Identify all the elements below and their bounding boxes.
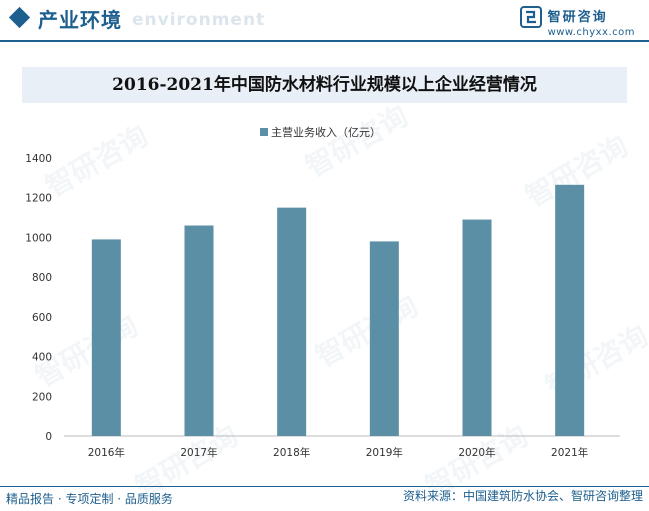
x-tick-label: 2019年 (366, 446, 403, 459)
x-tick-label: 2021年 (551, 446, 588, 459)
y-tick-label: 400 (32, 352, 52, 364)
bar (91, 239, 121, 436)
x-tick-label: 2018年 (273, 446, 310, 459)
footer-source: 资料来源：中国建筑防水协会、智研咨询整理 (402, 489, 643, 503)
footer-slogan: 精品报告 · 专项定制 · 品质服务 (6, 492, 173, 506)
y-tick-label: 1000 (25, 232, 52, 244)
y-tick-label: 1200 (25, 193, 52, 205)
y-tick-label: 200 (32, 391, 52, 403)
bar (369, 241, 399, 436)
x-tick-label: 2020年 (458, 446, 495, 459)
chart-title-band: 2016-2021年中国防水材料行业规模以上企业经营情况 (22, 67, 627, 103)
brand-name: 智研咨询 (547, 10, 608, 25)
legend-swatch (260, 128, 268, 136)
x-tick-label: 2016年 (88, 446, 125, 459)
chart-title: 2016-2021年中国防水材料行业规模以上企业经营情况 (112, 75, 537, 95)
bar (277, 207, 307, 436)
brand: 智研咨询 www.chyxx.com (519, 6, 635, 38)
footer-divider (0, 486, 649, 487)
y-tick-label: 1400 (25, 153, 52, 165)
x-tick-label: 2017年 (180, 446, 217, 459)
brand-logo-icon (519, 6, 542, 28)
y-tick-label: 800 (32, 272, 52, 284)
section-header: 产业环境 environment 智研咨询 www.chyxx.com (0, 0, 649, 44)
header-divider (0, 40, 649, 42)
bar (462, 219, 492, 436)
brand-url: www.chyxx.com (547, 27, 635, 38)
legend-label: 主营业务收入（亿元） (271, 125, 381, 139)
section-title: 产业环境 (38, 8, 122, 32)
y-tick-label: 600 (32, 312, 52, 324)
bar (555, 184, 585, 436)
bar-chart: 主营业务收入（亿元） 0 200 400 600 800 1000 1200 1400 2016年… (25, 125, 620, 459)
bar (184, 225, 214, 436)
diamond-icon (8, 6, 31, 29)
section-subtitle: environment (132, 10, 266, 30)
y-tick-label: 0 (45, 431, 52, 443)
